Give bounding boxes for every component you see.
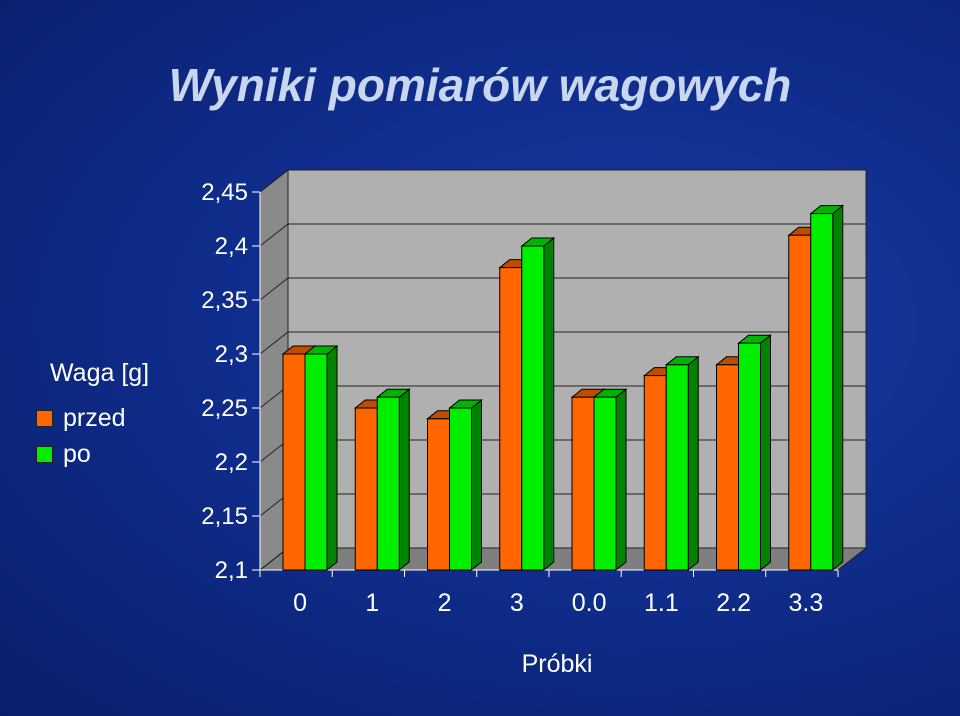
x-tick-label: 3 [510, 589, 524, 617]
x-tick-label: 1.1 [644, 589, 679, 617]
bar-przed-3 [499, 267, 523, 571]
bar-side-po-5 [687, 355, 699, 572]
x-tick-label: 0.0 [572, 589, 607, 617]
bar-przed-0 [282, 353, 306, 571]
bar-side-po-4 [615, 388, 627, 572]
bar-przed-6 [716, 364, 739, 571]
bar-przed-7 [788, 234, 812, 571]
y-tick-label: 2,3 [215, 341, 248, 368]
legend-item-po: po [36, 440, 91, 469]
bar-po-6 [738, 342, 761, 571]
bar-po-5 [665, 364, 689, 571]
legend-label-przed: przed [63, 404, 126, 432]
y-tick-label: 2,45 [201, 179, 248, 206]
gridline [259, 331, 866, 355]
chart-title: Wyniki pomiarów wagowych [168, 59, 792, 111]
y-tick-label: 2,4 [215, 233, 248, 260]
legend-item-przed: przed [36, 404, 126, 433]
y-tick-label: 2,35 [201, 287, 248, 314]
bar-side-po-0 [326, 344, 338, 572]
y-tick-label: 2,1 [215, 557, 248, 584]
bar-przed-5 [643, 375, 667, 571]
legend-swatch-przed [36, 410, 53, 427]
bar-po-0 [304, 353, 328, 571]
x-tick-label: 1 [365, 589, 379, 617]
bar-po-1 [376, 396, 400, 571]
bar-side-po-2 [471, 398, 482, 572]
x-tick-label: 0 [293, 589, 307, 617]
bar-side-po-1 [398, 388, 410, 572]
x-axis-label: Próbki [522, 650, 593, 678]
y-tick-label: 2,15 [201, 503, 248, 530]
x-tick-label: 2.2 [716, 589, 751, 617]
bar-side-po-3 [543, 236, 555, 572]
bar-przed-4 [571, 396, 595, 571]
gridline [259, 223, 866, 247]
bar-side-po-7 [832, 204, 844, 572]
chart-floor [258, 547, 868, 571]
gridline [259, 169, 866, 193]
bar-side-po-6 [760, 334, 771, 572]
bar-po-7 [810, 213, 834, 571]
bar-po-4 [593, 396, 617, 571]
y-tick-label: 2,2 [215, 449, 248, 476]
x-tick-label: 2 [438, 589, 452, 617]
bar-po-3 [521, 245, 545, 571]
bar-przed-2 [427, 418, 450, 571]
y-tick-label: 2,25 [201, 395, 248, 422]
legend-label-po: po [63, 440, 91, 468]
bar-po-2 [449, 407, 472, 571]
bar-przed-1 [354, 407, 378, 571]
legend-swatch-po [36, 446, 53, 463]
gridline [259, 277, 866, 301]
legend-title: Waga [g] [50, 359, 150, 387]
x-tick-label: 3.3 [788, 589, 823, 617]
